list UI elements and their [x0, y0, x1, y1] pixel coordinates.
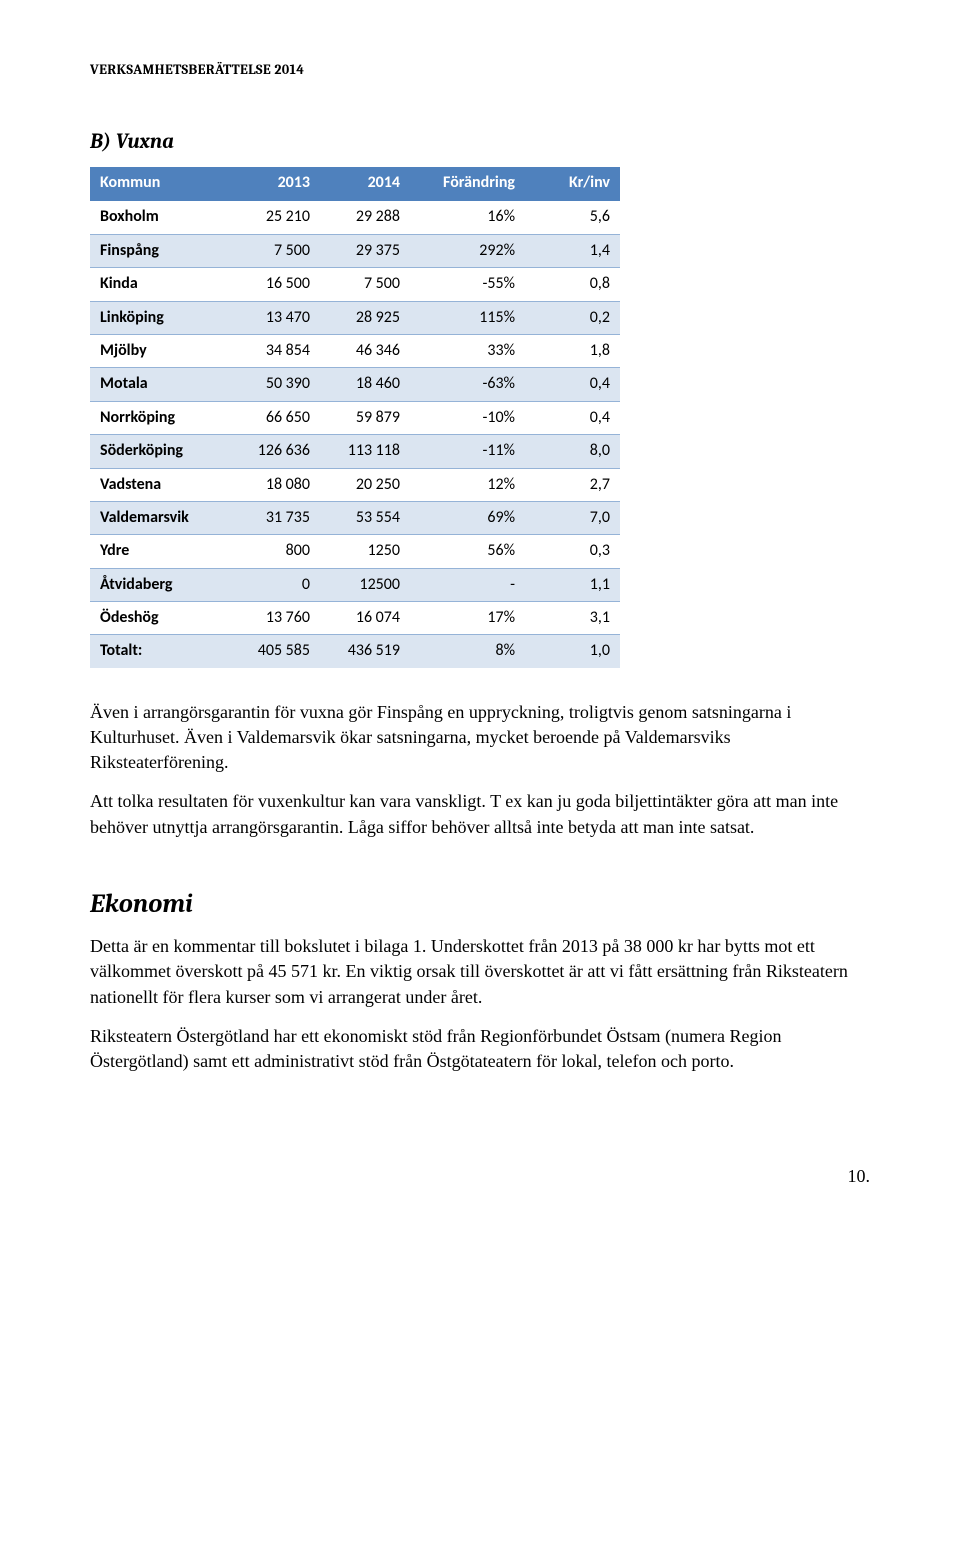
table-cell: 18 460: [320, 368, 410, 401]
table-cell: 3,1: [525, 602, 620, 635]
table-row: Boxholm25 21029 28816%5,6: [90, 200, 620, 234]
table-row: Kinda16 5007 500-55%0,8: [90, 268, 620, 301]
paragraph-2: Att tolka resultaten för vuxenkultur kan…: [90, 789, 870, 839]
table-cell: 16 074: [320, 602, 410, 635]
table-cell: 12500: [320, 568, 410, 601]
table-cell: 12%: [410, 468, 525, 501]
table-cell: 2,7: [525, 468, 620, 501]
data-table-vuxna: Kommun 2013 2014 Förändring Kr/inv Boxho…: [90, 167, 620, 668]
table-row: Finspång7 50029 375292%1,4: [90, 234, 620, 267]
table-cell: -63%: [410, 368, 525, 401]
paragraph-1: Även i arrangörsgarantin för vuxna gör F…: [90, 700, 870, 776]
table-cell: 113 118: [320, 435, 410, 468]
table-cell: 1250: [320, 535, 410, 568]
table-cell: 405 585: [230, 635, 320, 668]
table-cell: Ödeshög: [90, 602, 230, 635]
table-cell: 50 390: [230, 368, 320, 401]
table-cell: 0,3: [525, 535, 620, 568]
table-cell: 34 854: [230, 334, 320, 367]
table-cell: 53 554: [320, 501, 410, 534]
table-cell: 7 500: [230, 234, 320, 267]
table-cell: Boxholm: [90, 200, 230, 234]
table-cell: 800: [230, 535, 320, 568]
table-cell: Totalt:: [90, 635, 230, 668]
table-row: Totalt:405 585436 5198%1,0: [90, 635, 620, 668]
table-row: Mjölby34 85446 34633%1,8: [90, 334, 620, 367]
table-cell: 69%: [410, 501, 525, 534]
table-cell: 16 500: [230, 268, 320, 301]
table-cell: Ydre: [90, 535, 230, 568]
table-row: Söderköping126 636113 118-11%8,0: [90, 435, 620, 468]
table-row: Ydre800125056%0,3: [90, 535, 620, 568]
table-cell: Söderköping: [90, 435, 230, 468]
document-header: VERKSAMHETSBERÄTTELSE 2014: [90, 60, 870, 80]
col-kommun: Kommun: [90, 167, 230, 200]
table-cell: 7,0: [525, 501, 620, 534]
table-cell: Norrköping: [90, 401, 230, 434]
table-cell: Finspång: [90, 234, 230, 267]
section-title-vuxna: B) Vuxna: [90, 128, 870, 157]
table-cell: Åtvidaberg: [90, 568, 230, 601]
table-cell: 5,6: [525, 200, 620, 234]
table-cell: 56%: [410, 535, 525, 568]
table-cell: 1,4: [525, 234, 620, 267]
ekonomi-paragraph-1: Detta är en kommentar till bokslutet i b…: [90, 934, 870, 1010]
table-cell: -55%: [410, 268, 525, 301]
page-number: 10.: [90, 1164, 870, 1189]
table-cell: -11%: [410, 435, 525, 468]
ekonomi-paragraph-2: Riksteatern Östergötland har ett ekonomi…: [90, 1024, 870, 1074]
table-cell: 0,8: [525, 268, 620, 301]
table-cell: 28 925: [320, 301, 410, 334]
table-cell: Vadstena: [90, 468, 230, 501]
table-cell: 46 346: [320, 334, 410, 367]
table-cell: Motala: [90, 368, 230, 401]
table-cell: -10%: [410, 401, 525, 434]
col-krinv: Kr/inv: [525, 167, 620, 200]
table-cell: 0: [230, 568, 320, 601]
table-cell: 13 470: [230, 301, 320, 334]
table-cell: 0,4: [525, 368, 620, 401]
table-cell: 31 735: [230, 501, 320, 534]
table-cell: 126 636: [230, 435, 320, 468]
section-title-ekonomi: Ekonomi: [90, 886, 870, 922]
table-cell: -: [410, 568, 525, 601]
table-row: Vadstena18 08020 25012%2,7: [90, 468, 620, 501]
table-row: Linköping13 47028 925115%0,2: [90, 301, 620, 334]
table-row: Valdemarsvik31 73553 55469%7,0: [90, 501, 620, 534]
col-forandring: Förändring: [410, 167, 525, 200]
table-cell: 18 080: [230, 468, 320, 501]
table-cell: Kinda: [90, 268, 230, 301]
table-cell: 1,8: [525, 334, 620, 367]
table-cell: 1,1: [525, 568, 620, 601]
table-cell: 7 500: [320, 268, 410, 301]
table-row: Motala50 39018 460-63%0,4: [90, 368, 620, 401]
table-row: Norrköping66 65059 879-10%0,4: [90, 401, 620, 434]
table-cell: 1,0: [525, 635, 620, 668]
table-cell: 8,0: [525, 435, 620, 468]
table-row: Ödeshög13 76016 07417%3,1: [90, 602, 620, 635]
table-cell: Valdemarsvik: [90, 501, 230, 534]
table-cell: 29 375: [320, 234, 410, 267]
table-cell: 0,2: [525, 301, 620, 334]
table-cell: 29 288: [320, 200, 410, 234]
table-cell: Mjölby: [90, 334, 230, 367]
table-cell: 59 879: [320, 401, 410, 434]
table-cell: 25 210: [230, 200, 320, 234]
table-cell: 16%: [410, 200, 525, 234]
table-cell: 17%: [410, 602, 525, 635]
table-header-row: Kommun 2013 2014 Förändring Kr/inv: [90, 167, 620, 200]
table-cell: 292%: [410, 234, 525, 267]
table-cell: 66 650: [230, 401, 320, 434]
table-row: Åtvidaberg012500-1,1: [90, 568, 620, 601]
table-cell: 13 760: [230, 602, 320, 635]
table-cell: 0,4: [525, 401, 620, 434]
table-cell: Linköping: [90, 301, 230, 334]
col-2013: 2013: [230, 167, 320, 200]
table-cell: 33%: [410, 334, 525, 367]
col-2014: 2014: [320, 167, 410, 200]
table-cell: 436 519: [320, 635, 410, 668]
table-cell: 115%: [410, 301, 525, 334]
table-cell: 20 250: [320, 468, 410, 501]
table-cell: 8%: [410, 635, 525, 668]
